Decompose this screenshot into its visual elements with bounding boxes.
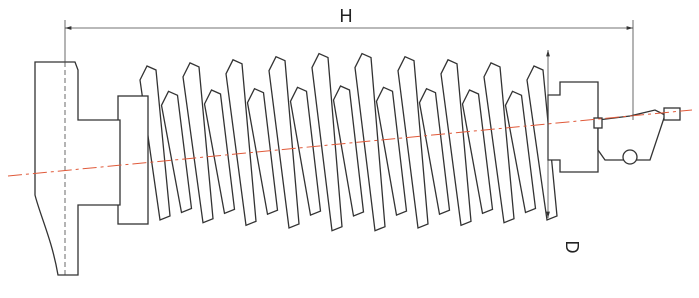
diameter-label: D — [562, 241, 582, 254]
base-flange — [35, 62, 120, 275]
sheds — [140, 54, 557, 231]
bolt — [664, 108, 680, 120]
pin-hole — [623, 150, 637, 164]
core-sleeve — [118, 96, 148, 224]
height-label: H — [340, 6, 353, 26]
insulator-drawing: H D — [0, 0, 699, 298]
end-fitting — [548, 82, 598, 172]
cotter — [594, 118, 602, 128]
